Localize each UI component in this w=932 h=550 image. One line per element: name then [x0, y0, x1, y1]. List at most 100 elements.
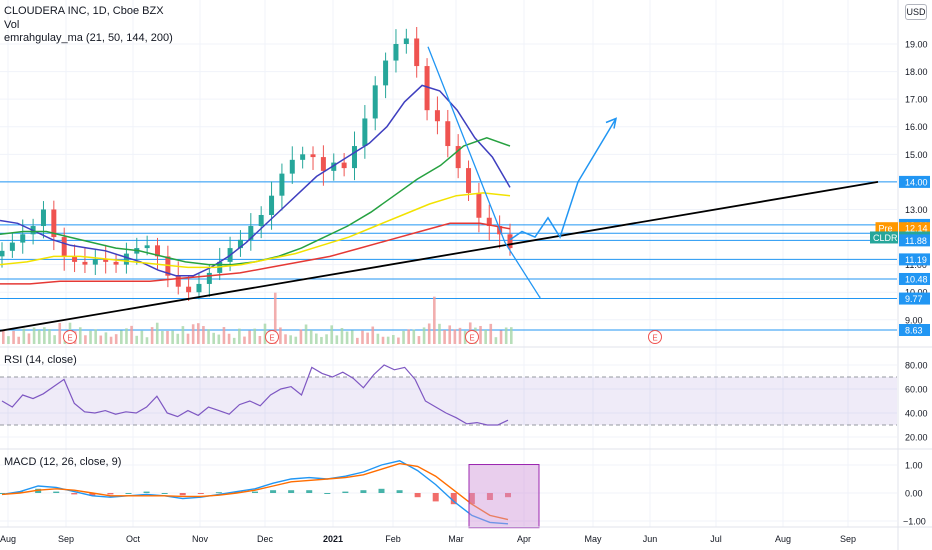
- volume-bar: [458, 327, 462, 344]
- macd-histogram-bar: [342, 491, 349, 493]
- price-tick-label: 17.00: [905, 95, 928, 105]
- volume-bar: [140, 330, 144, 344]
- price-label-box: [899, 272, 930, 285]
- volume-bar: [422, 327, 426, 344]
- price-label-text: 11.19: [905, 255, 927, 265]
- time-tick-label: Nov: [192, 534, 209, 544]
- volume-bar: [289, 335, 292, 344]
- volume-bar: [350, 330, 354, 344]
- volume-bar: [427, 323, 431, 344]
- volume-bar: [43, 327, 46, 344]
- ma-legend[interactable]: emrahgulay_ma (21, 50, 144, 200): [4, 32, 173, 44]
- volume-bar: [284, 334, 287, 344]
- volume-bar: [479, 325, 482, 344]
- macd-histogram-bar: [179, 493, 186, 496]
- candle-body: [445, 121, 451, 147]
- candle-body: [341, 162, 347, 169]
- moving-average-line: [0, 84, 511, 277]
- candle-body: [155, 245, 161, 257]
- candle-body: [424, 66, 430, 111]
- macd-histogram-bar: [360, 490, 367, 493]
- volume-bar: [325, 334, 328, 344]
- rsi-tick-label: 80.00: [905, 361, 928, 371]
- volume-bar: [443, 330, 446, 344]
- macd-histogram-bar: [215, 492, 222, 494]
- indicator-backgrounds: [0, 376, 897, 426]
- candle-body: [455, 146, 461, 169]
- candle-body: [320, 157, 326, 171]
- volume-bar: [176, 333, 180, 344]
- candle-body: [20, 234, 26, 243]
- candle-body: [113, 261, 119, 265]
- volume-bar: [104, 332, 108, 344]
- moving-average-line: [0, 222, 511, 285]
- candle-body: [269, 195, 275, 215]
- volume-bar: [273, 292, 277, 344]
- price-tick-label: 9.00: [905, 315, 923, 325]
- volume-bar: [366, 332, 369, 344]
- rsi-legend[interactable]: RSI (14, close): [4, 354, 77, 366]
- time-tick-label: Sep: [840, 534, 856, 544]
- rsi-tick-label: 20.00: [905, 433, 928, 443]
- candle-body: [383, 60, 389, 86]
- volume-bar: [386, 336, 390, 344]
- price-tag-text: CLDR: [873, 233, 898, 243]
- earnings-marker: [265, 330, 279, 344]
- volume-bar: [109, 336, 113, 344]
- earnings-marker-label: E: [269, 334, 274, 343]
- time-tick-label: Jun: [643, 534, 658, 544]
- volume-bar: [438, 323, 441, 344]
- earnings-marker-label: E: [652, 334, 657, 343]
- volume-bar: [17, 336, 20, 344]
- volume-bar: [84, 335, 87, 344]
- projection-arrowhead: [605, 117, 618, 129]
- price-label-text: 11.88: [905, 236, 927, 246]
- volume-legend[interactable]: Vol: [4, 19, 20, 31]
- macd-histogram-bar: [468, 493, 475, 505]
- candle-body: [362, 118, 368, 147]
- candle-body: [289, 159, 295, 174]
- volume-bar: [335, 335, 339, 344]
- projection-down-line: [427, 46, 541, 299]
- volume-bar: [120, 330, 123, 344]
- volume-bar: [32, 327, 36, 344]
- candle-body: [186, 286, 192, 293]
- time-tick-label: Mar: [448, 534, 464, 544]
- price-tag-text: Pre: [879, 224, 893, 234]
- rsi-pane[interactable]: [1, 364, 509, 426]
- macd-histogram-bar: [143, 491, 150, 493]
- volume-bar: [130, 325, 133, 344]
- symbol-legend[interactable]: CLOUDERA INC, 1D, Cboe BZX: [4, 5, 164, 17]
- volume-bar: [207, 329, 210, 344]
- volume-bar: [299, 329, 303, 344]
- grid: [0, 0, 897, 527]
- volume-bar: [78, 327, 82, 344]
- price-label-box: [899, 222, 930, 235]
- rsi-tick-label: 40.00: [905, 409, 928, 419]
- volume-bar: [499, 330, 503, 344]
- macd-histogram-bar: [378, 488, 385, 493]
- volume-bar: [238, 328, 241, 344]
- volume-bar: [37, 330, 41, 344]
- volume-bar: [166, 330, 169, 344]
- moving-average-line: [0, 192, 511, 269]
- macd-highlight-box: [468, 464, 540, 529]
- candle-body: [393, 44, 399, 61]
- volume-bar: [309, 330, 313, 344]
- candle-body: [372, 85, 378, 119]
- volume-bar: [135, 335, 139, 344]
- candle-body: [476, 192, 482, 218]
- candle-body: [507, 234, 513, 249]
- volume-bar: [448, 325, 452, 344]
- time-tick-label: Jul: [710, 534, 722, 544]
- macd-pane[interactable]: [0, 460, 540, 529]
- macd-legend[interactable]: MACD (12, 26, close, 9): [4, 456, 122, 468]
- volume-bar: [196, 323, 200, 344]
- volume-bar: [202, 326, 205, 344]
- volume-bar: [212, 332, 215, 344]
- candle-body: [310, 154, 316, 158]
- currency-button[interactable]: USD: [905, 4, 927, 20]
- time-tick-label: Feb: [385, 534, 401, 544]
- candle-body: [175, 275, 181, 287]
